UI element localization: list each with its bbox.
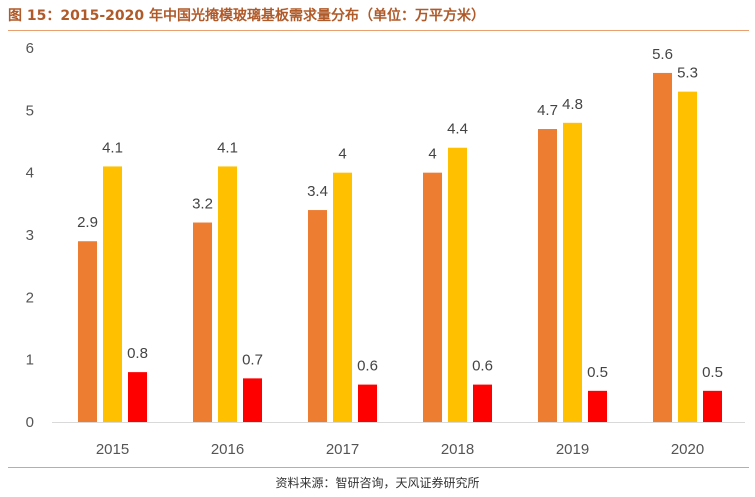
bar [563, 122, 582, 423]
bar [358, 384, 377, 422]
x-axis-ticks: 2015 2016 2017 2018 2019 2020 [96, 441, 704, 458]
y-tick-label: 5 [26, 102, 34, 119]
x-tick-label: 2018 [441, 441, 474, 458]
data-label: 0.6 [472, 358, 493, 375]
data-label: 4.1 [102, 139, 123, 156]
y-axis-ticks: 0 1 2 3 4 5 6 [26, 40, 34, 431]
bar [653, 72, 672, 422]
x-tick-label: 2020 [671, 441, 704, 458]
y-tick-label: 2 [26, 289, 34, 306]
bar [588, 390, 607, 422]
bar [703, 390, 722, 422]
x-tick-label: 2015 [96, 441, 129, 458]
x-tick-label: 2016 [211, 441, 244, 458]
bar [128, 372, 147, 422]
bar [473, 384, 492, 422]
bar [678, 91, 697, 422]
data-label: 0.5 [587, 364, 608, 381]
y-tick-label: 6 [26, 40, 34, 57]
bar [218, 166, 237, 422]
data-label: 3.4 [307, 183, 328, 200]
source-divider [8, 467, 749, 468]
data-label: 4.7 [537, 102, 558, 119]
y-tick-label: 4 [26, 165, 34, 182]
y-tick-label: 3 [26, 227, 34, 244]
bar-chart: 0 1 2 3 4 5 6 2.9 4.1 0.8 3.2 4.1 0.7 3.4 4 0.6 4 4.4 0.6… [26, 40, 745, 458]
bar [423, 172, 442, 422]
source-note: 资料来源：智研咨询，天风证券研究所 [275, 476, 480, 490]
bar [448, 147, 467, 422]
data-label: 4.1 [217, 139, 238, 156]
bar [243, 378, 262, 422]
data-label: 4 [428, 146, 436, 163]
x-tick-label: 2019 [556, 441, 589, 458]
title-divider [8, 30, 749, 31]
bar [193, 222, 212, 422]
y-tick-label: 1 [26, 352, 34, 369]
bar [103, 166, 122, 422]
data-label: 0.5 [702, 364, 723, 381]
bar [538, 129, 557, 423]
bar [308, 210, 327, 422]
data-label: 4.8 [562, 96, 583, 113]
figure-title: 图 15：2015-2020 年中国光掩模玻璃基板需求量分布（单位：万平方米） [8, 8, 485, 24]
bar [78, 241, 97, 422]
bars [78, 72, 722, 423]
data-labels: 2.9 4.1 0.8 3.2 4.1 0.7 3.4 4 0.6 4 4.4 0.6 4.7 4.8 0.… [77, 46, 723, 381]
data-label: 3.2 [192, 196, 213, 213]
data-label: 2.9 [77, 214, 98, 231]
data-label: 4 [338, 146, 346, 163]
data-label: 0.6 [357, 358, 378, 375]
data-label: 5.6 [652, 46, 673, 63]
y-tick-label: 0 [26, 414, 34, 431]
data-label: 0.7 [242, 351, 263, 368]
data-label: 0.8 [127, 345, 148, 362]
x-tick-label: 2017 [326, 441, 359, 458]
bar [333, 172, 352, 422]
data-label: 4.4 [447, 121, 468, 138]
data-label: 5.3 [677, 65, 698, 82]
